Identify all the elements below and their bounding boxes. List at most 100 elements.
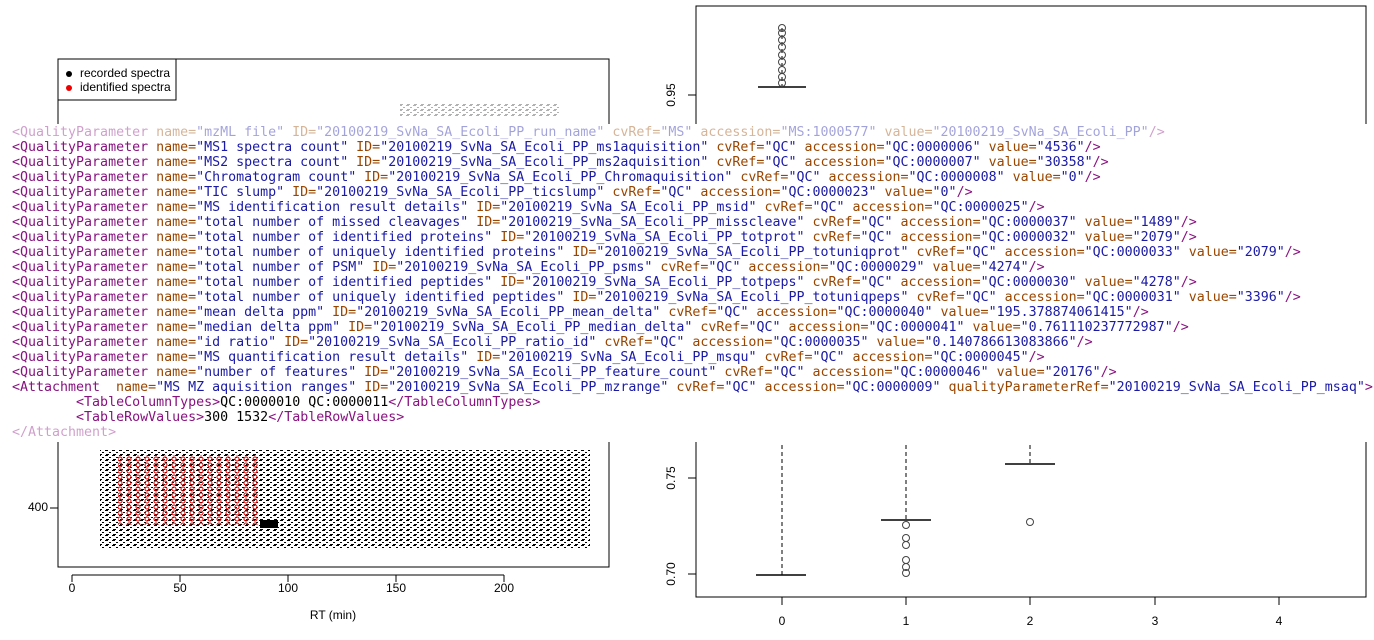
xml-line: <QualityParameter name="MS1 spectra count… [0,140,1374,155]
scatter-points [260,520,278,528]
xml-token: <QualityParameter [12,155,149,170]
xml-token: <QualityParameter [12,215,149,230]
xml-token: > [1364,380,1373,395]
x-tick-label: 0 [779,614,786,628]
xml-token: name= [156,215,197,230]
xml-token: <QualityParameter [12,335,149,350]
xml-token: ID= [476,200,501,215]
xml-token: "id ratio" [196,335,277,350]
xml-token: /> [1132,305,1149,320]
xml-token: "20176" [1044,365,1101,380]
xml-token: "QC:0000032" [980,230,1077,245]
xml-token: ID= [364,170,389,185]
xml-token: cvRef= [812,275,861,290]
xml-line: <QualityParameter name="total number of u… [0,245,1374,260]
xml-token: "QC:0000046" [892,365,989,380]
xml-token: <QualityParameter [12,305,149,320]
xml-token: "20100219_SvNa_SA_Ecoli_PP_totpeps" [524,275,805,290]
xml-line: <QualityParameter name="mean delta ppm" ID… [0,305,1374,320]
xml-token: <QualityParameter [12,275,149,290]
xml-token: ID= [292,185,317,200]
x-tick-label: 0 [69,581,76,595]
xml-token: "total number of uniquely identified pro… [196,245,565,260]
xml-token: "MS1 spectra count" [196,140,349,155]
xml-token: /> [1180,215,1197,230]
xml-token: "MS2 spectra count" [196,155,349,170]
xml-token: <QualityParameter [12,320,149,335]
xml-token: "total number of uniquely identified pep… [196,290,565,305]
xml-token: "QC:0000009" [844,380,941,395]
xml-token: 300 1532 [204,410,269,425]
xml-token: "20100219_SvNa_SA_Ecoli_PP_msaq" [1108,380,1365,395]
xml-token: <QualityParameter [12,140,149,155]
xml-token: "mzML file" [196,125,285,140]
xml-token: /> [1084,170,1101,185]
xml-token: name= [156,335,197,350]
xml-token: "QC:0000033" [1084,245,1181,260]
y-tick-label: 0.95 [664,83,678,107]
xml-token: /> [1100,365,1117,380]
scatter-points [118,455,258,525]
xml-token: accession= [852,350,933,365]
xml-token: name= [156,260,197,275]
xml-token: /> [1284,245,1301,260]
xml-line: <QualityParameter name="Chromatogram coun… [0,170,1374,185]
xml-token: "0.140786613083866" [924,335,1077,350]
xml-token: </TableColumnTypes> [388,395,541,410]
xml-token: "QC:0000041" [868,320,965,335]
xml-token: /> [1092,155,1109,170]
xml-token: "QC" [716,305,749,320]
legend-label: identified spectra [80,80,171,94]
xml-line: <QualityParameter name="total number of u… [0,290,1374,305]
x-axis-label: RT (min) [310,608,356,622]
outliers [778,24,1034,577]
xml-token: "MS" [660,125,693,140]
xml-line: <QualityParameter name="MS identification… [0,200,1374,215]
xml-token: ID= [348,320,373,335]
xml-token: name= [156,200,197,215]
xml-token: cvRef= [700,320,749,335]
xml-token: /> [956,185,973,200]
xml-token: "195.378874061415" [988,305,1133,320]
xml-token: accession= [900,230,981,245]
xml-token: "number of features" [196,365,357,380]
xml-token: value= [1084,215,1133,230]
x-tick-label: 200 [494,581,514,595]
xml-token: /> [1180,230,1197,245]
xml-token: /> [1148,125,1165,140]
xml-token: cvRef= [724,365,773,380]
xml-line: <QualityParameter name="number of feature… [0,365,1374,380]
xml-token: "mean delta ppm" [196,305,325,320]
xml-token: accession= [900,275,981,290]
legend-marker [66,71,72,77]
xml-token: accession= [700,185,781,200]
xml-token: "2079" [1236,245,1285,260]
xml-token: "Chromatogram count" [196,170,357,185]
xml-token: /> [1284,290,1301,305]
xml-line: <QualityParameter name="MS2 spectra count… [0,155,1374,170]
xml-token: cvRef= [716,155,765,170]
x-tick-label: 50 [173,581,187,595]
xml-token: "0" [1060,170,1085,185]
x-tick-label: 3 [1152,614,1159,628]
xml-token: name= [156,365,197,380]
xml-token: accession= [748,260,829,275]
xml-token: "20100219_SvNa_SA_Ecoli_PP_msid" [500,200,757,215]
xml-line: <TableColumnTypes>QC:0000010 QC:0000011<… [0,395,1374,410]
xml-token: "20100219_SvNa_SA_Ecoli_PP_psms" [396,260,653,275]
xml-token: QC:0000010 QC:0000011 [220,395,389,410]
xml-token: <QualityParameter [12,230,149,245]
xml-token: "QC:0000008" [908,170,1005,185]
xml-token: accession= [788,320,869,335]
xml-token: ID= [500,230,525,245]
xml-token: "QC" [764,155,797,170]
xml-token: value= [940,305,989,320]
xml-token: "QC:0000006" [884,140,981,155]
xml-token: value= [876,335,925,350]
xml-token: "0.761110237772987" [1020,320,1173,335]
xml-token: cvRef= [604,335,653,350]
xml-token: <QualityParameter [12,170,149,185]
xml-token: accession= [1004,290,1085,305]
x-tick-label: 2 [1027,614,1034,628]
